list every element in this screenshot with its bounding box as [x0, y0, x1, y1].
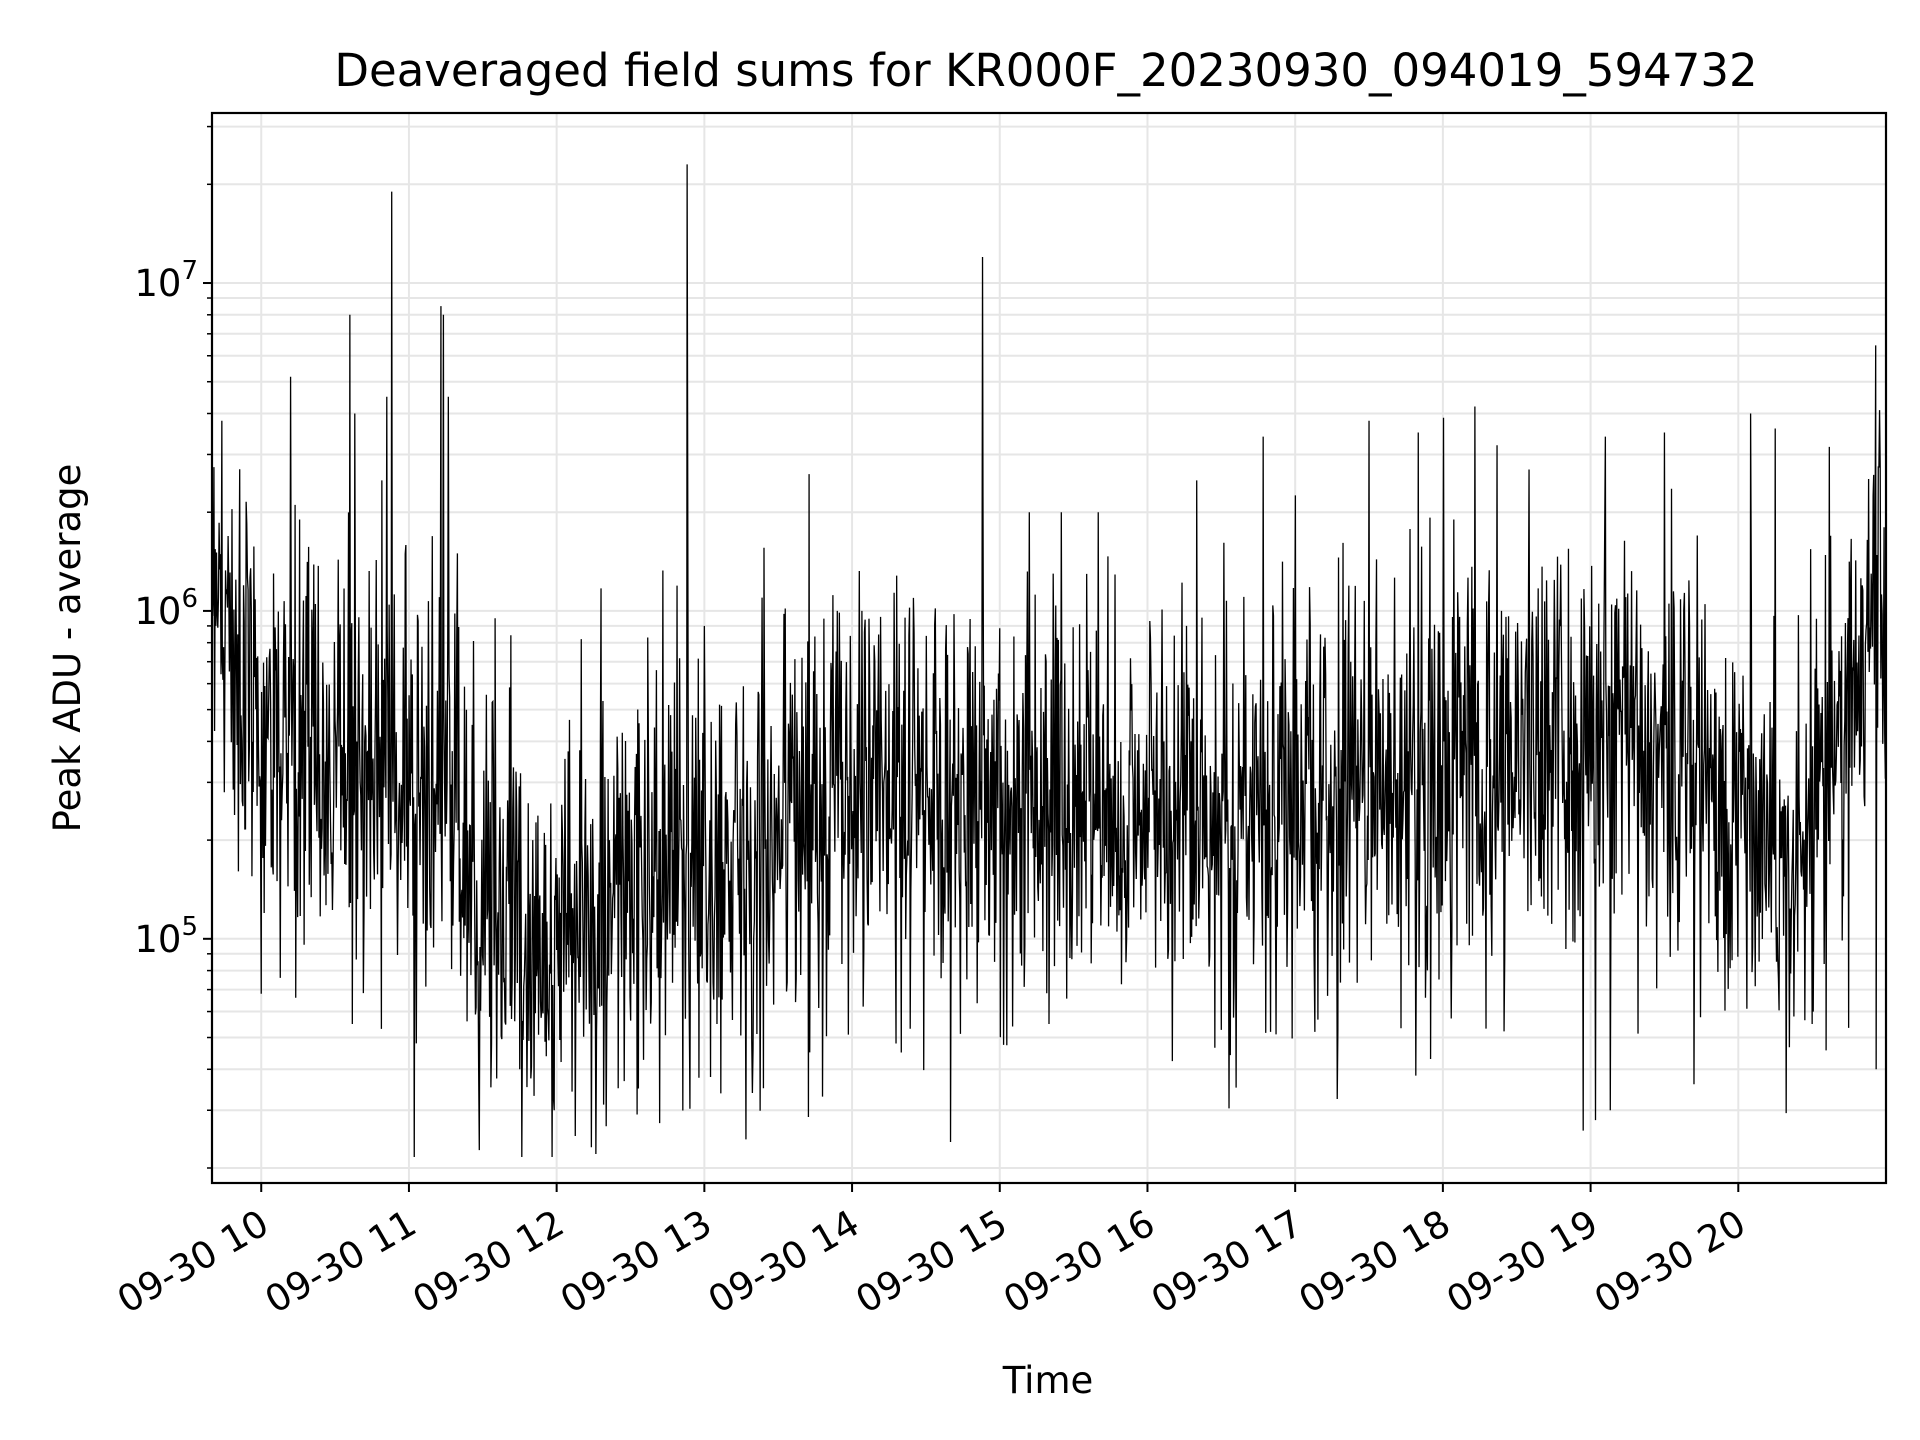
- y-axis: 105 106 107: [134, 125, 212, 1169]
- y-tick-label: 105: [134, 912, 198, 961]
- series-line: [212, 164, 1886, 1158]
- x-axis-label: Time: [1002, 1359, 1094, 1402]
- series-layer: [212, 164, 1886, 1158]
- plot-frame: [210, 111, 1888, 1185]
- y-axis-label: Peak ADU - average: [46, 464, 89, 833]
- y-tick-label: 107: [134, 256, 198, 305]
- chart-title: Deaveraged field sums for KR000F_2023093…: [334, 44, 1757, 97]
- y-tick-label: 106: [134, 584, 198, 633]
